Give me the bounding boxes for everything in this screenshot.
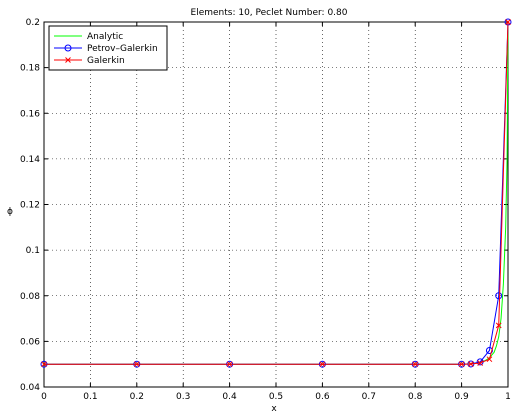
legend-marker-circle	[64, 44, 72, 52]
grid	[44, 22, 508, 387]
series-line	[44, 21, 509, 365]
x-tick-label: 0.9	[454, 392, 469, 402]
data-point-x	[477, 360, 484, 366]
series-line	[44, 21, 509, 365]
series-galerkin	[41, 19, 511, 368]
y-tick-label: 0.2	[26, 18, 40, 28]
legend-item: Analytic	[54, 32, 123, 42]
legend-label: Galerkin	[87, 56, 125, 66]
data-point-circle	[495, 292, 503, 300]
y-tick-label: 0.1	[26, 246, 40, 256]
data-point-x	[41, 361, 47, 368]
data-point-x	[495, 322, 502, 329]
axis-ticks: 0 0.1 0.2 0.3 0.4 0.5 0.6 0.7 0.8 0.9 1 0.04 0.06 0.0…	[20, 18, 511, 402]
y-tick-label: 0.08	[20, 292, 40, 302]
data-point-x	[486, 356, 493, 363]
data-series	[40, 18, 512, 368]
x-tick-label: 0.3	[176, 392, 190, 402]
x-tick-label: 0.8	[408, 392, 423, 402]
y-tick-label: 0.14	[20, 155, 40, 165]
x-tick-label: 0.6	[315, 392, 330, 402]
x-tick-label: 0.5	[269, 392, 283, 402]
data-point-x	[505, 19, 511, 25]
y-tick-label: 0.04	[20, 383, 40, 393]
chart-title: Elements: 10, Peclet Number: 0.80	[191, 8, 348, 18]
legend-label: Analytic	[87, 32, 123, 42]
data-point-x	[468, 361, 474, 367]
legend-item: Petrov–Galerkin	[54, 44, 158, 54]
data-point-x	[319, 361, 326, 368]
y-tick-label: 0.16	[20, 109, 40, 119]
data-point-circle	[485, 347, 493, 354]
y-tick-label: 0.18	[20, 64, 40, 74]
data-point-x	[226, 361, 233, 368]
series-analytic	[44, 21, 509, 365]
legend-label: Petrov–Galerkin	[87, 44, 158, 54]
y-axis-label: ϕ	[7, 207, 13, 217]
data-point-x	[133, 361, 140, 368]
x-axis-label: x	[271, 404, 277, 414]
x-tick-label: 0.1	[83, 392, 97, 402]
y-tick-label: 0.06	[20, 337, 40, 347]
legend: Analytic Petrov–Galerkin Galerkin	[48, 25, 168, 71]
x-tick-label: 0	[41, 392, 47, 402]
x-tick-label: 0.7	[362, 392, 376, 402]
legend-item: Galerkin	[54, 56, 125, 66]
series-line	[44, 21, 509, 365]
y-tick-label: 0.12	[20, 201, 40, 211]
legend-marker-x	[65, 57, 71, 63]
x-tick-label: 0.4	[222, 392, 237, 402]
data-point-x	[412, 361, 419, 368]
x-tick-label: 0.2	[130, 392, 144, 402]
data-point-x	[458, 361, 465, 368]
x-tick-label: 1	[505, 392, 511, 402]
